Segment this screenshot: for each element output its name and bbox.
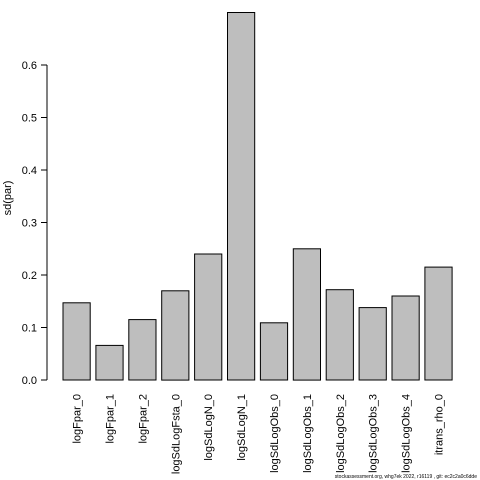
bar-logSdLogObs_3 — [358, 307, 387, 381]
bar-logSdLogFsta_0 — [161, 290, 190, 381]
category-label-logSdLogObs_0: logSdLogObs_0 — [269, 394, 281, 473]
category-label-logFpar_2: logFpar_2 — [137, 394, 149, 444]
y-tick-label: 0.6 — [22, 60, 37, 72]
category-label-logSdLogN_0: logSdLogN_0 — [203, 394, 215, 461]
bar-logSdLogObs_4 — [391, 295, 420, 381]
bar-logSdLogObs_1 — [292, 248, 321, 381]
category-label-itrans_rho_0: itrans_rho_0 — [434, 394, 446, 455]
y-tick-label: 0.2 — [22, 270, 37, 282]
bars-group — [62, 12, 453, 381]
category-label-logSdLogObs_1: logSdLogObs_1 — [302, 394, 314, 473]
y-tick-label: 0.4 — [22, 165, 37, 177]
category-label-logSdLogObs_3: logSdLogObs_3 — [368, 394, 380, 473]
bar-logSdLogObs_0 — [259, 322, 289, 381]
y-tick-label: 0.0 — [22, 375, 37, 387]
y-tick-label: 0.1 — [22, 323, 37, 335]
category-labels-group: logFpar_0 logFpar_1 logFpar_2 logSdLogFsta_… — [72, 394, 446, 474]
y-ticks-group: 0.0 0.1 0.2 0.3 0.4 0.5 0.6 — [22, 60, 47, 387]
category-label-logFpar_1: logFpar_1 — [105, 394, 117, 444]
y-tick-label: 0.3 — [22, 218, 37, 230]
footnote: stockassessment.org, whg7ek 2022, r16119… — [335, 474, 477, 480]
category-label-logSdLogObs_4: logSdLogObs_4 — [401, 394, 413, 473]
bar-logFpar_1 — [95, 344, 124, 381]
y-axis-title: sd(par) — [2, 181, 14, 216]
y-tick-label: 0.5 — [22, 113, 37, 125]
bar-logSdLogN_1 — [227, 12, 256, 381]
bar-logSdLogN_0 — [194, 253, 223, 381]
bar-logSdLogObs_2 — [325, 289, 354, 381]
category-label-logSdLogFsta_0: logSdLogFsta_0 — [170, 394, 182, 474]
category-label-logSdLogN_1: logSdLogN_1 — [236, 394, 248, 461]
category-label-logFpar_0: logFpar_0 — [72, 394, 84, 444]
bar-logFpar_0 — [62, 302, 91, 381]
category-label-logSdLogObs_2: logSdLogObs_2 — [335, 394, 347, 473]
bar-itrans_rho_0 — [424, 266, 453, 381]
bar-logFpar_2 — [128, 319, 157, 381]
